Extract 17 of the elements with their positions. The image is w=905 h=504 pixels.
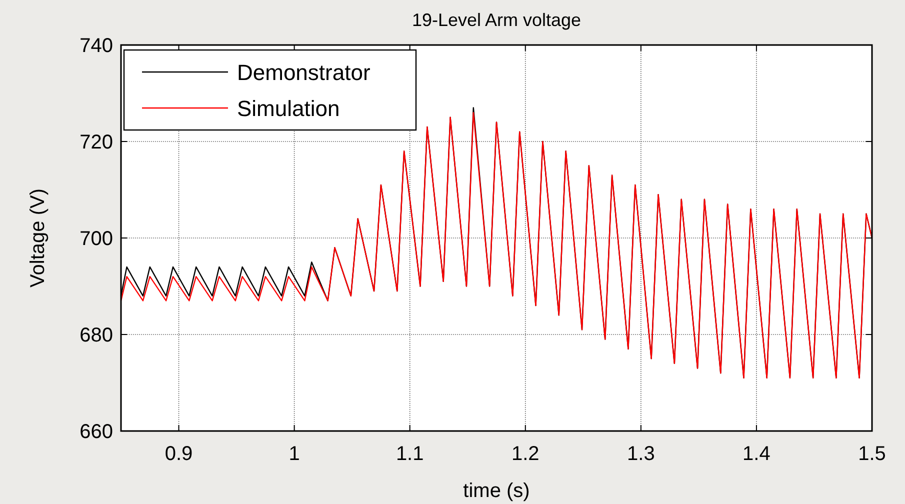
y-tick-label: 720: [80, 132, 113, 154]
x-tick-label: 1.5: [858, 443, 886, 465]
y-tick-label: 700: [80, 228, 113, 250]
x-tick-label: 0.9: [164, 443, 193, 465]
y-tick-label: 660: [80, 421, 113, 443]
x-axis-title: time (s): [463, 480, 530, 502]
chart-title: 19-Level Arm voltage: [412, 10, 582, 30]
x-tick-label: 1.2: [511, 443, 540, 465]
y-tick-label: 680: [80, 324, 113, 346]
legend-label: Simulation: [237, 96, 340, 121]
legend-label: Demonstrator: [237, 60, 370, 85]
y-axis-title: Voltage (V): [27, 188, 49, 288]
x-tick-label: 1.4: [742, 443, 770, 465]
y-tick-label: 740: [80, 35, 113, 57]
x-tick-label: 1.1: [396, 443, 424, 465]
x-tick-label: 1.3: [627, 443, 655, 465]
x-tick-label: 1: [288, 443, 300, 465]
